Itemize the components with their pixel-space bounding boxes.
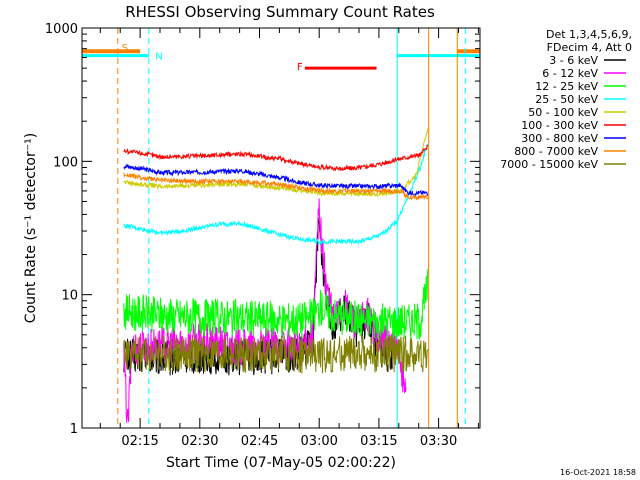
legend-label-7: 300 - 800 keV — [521, 132, 598, 145]
series-line-5 — [123, 128, 429, 198]
legend-label-4: 25 - 50 keV — [535, 93, 598, 106]
chart-title: RHESSI Observing Summary Count Rates — [125, 3, 435, 21]
plot-frame — [81, 27, 481, 429]
x-axis-ticks: 02:15 02:30 02:45 03:00 03:15 03:30 — [99, 28, 479, 449]
legend-label-2: 6 - 12 keV — [542, 67, 598, 80]
marker-label-s: S — [122, 43, 128, 54]
y-axis-ticks: 1 10 100 1000 — [45, 22, 480, 437]
y-tick-label: 1000 — [45, 22, 78, 37]
x-tick-label: 02:15 — [121, 434, 158, 449]
legend-label-8: 800 - 7000 keV — [514, 145, 598, 158]
x-axis-label: Start Time (07-May-05 02:00:22) — [166, 455, 396, 471]
marker-label-n: N — [155, 52, 162, 63]
legend-label-9: 7000 - 15000 keV — [500, 158, 598, 171]
series-line-4 — [123, 143, 429, 246]
marker-label-f: F — [297, 62, 303, 73]
legend-header-1: Det 1,3,4,5,6,9, — [546, 28, 632, 41]
series-line-9 — [123, 335, 429, 374]
x-tick-label: 03:30 — [420, 434, 457, 449]
series-line-3 — [123, 268, 429, 341]
legend-label-5: 50 - 100 keV — [528, 106, 598, 119]
series-line-7 — [123, 163, 429, 197]
legend-label-1: 3 - 6 keV — [549, 54, 598, 67]
timestamp: 16-Oct-2021 18:58 — [560, 468, 636, 477]
x-tick-label: 03:00 — [300, 434, 337, 449]
x-tick-label: 03:15 — [360, 434, 397, 449]
y-tick-label: 100 — [53, 155, 78, 170]
legend-header-2: FDecim 4, Att 0 — [547, 41, 632, 54]
x-tick-label: 02:45 — [241, 434, 278, 449]
x-tick-label: 02:30 — [181, 434, 218, 449]
y-axis-label: Count Rate (s⁻¹ detector⁻¹) — [23, 133, 39, 323]
legend-label-3: 12 - 25 keV — [535, 80, 598, 93]
y-tick-label: 1 — [70, 422, 78, 437]
series-line-6 — [123, 144, 429, 172]
plot-area: S N F — [82, 28, 480, 428]
y-tick-label: 10 — [61, 289, 78, 304]
legend: Det 1,3,4,5,6,9,FDecim 4, Att 03 - 6 keV… — [500, 28, 632, 171]
series-line-8 — [123, 172, 429, 201]
legend-label-6: 100 - 300 keV — [521, 119, 598, 132]
